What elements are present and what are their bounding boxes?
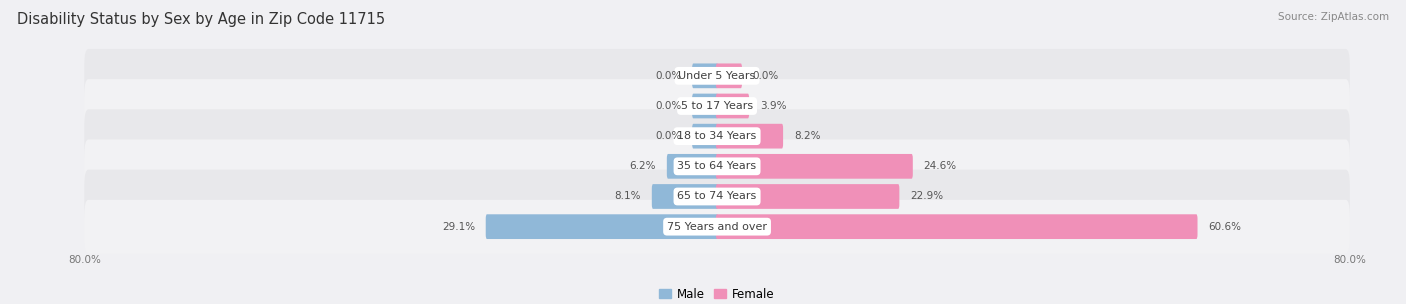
FancyBboxPatch shape: [716, 154, 912, 179]
FancyBboxPatch shape: [716, 94, 749, 118]
FancyBboxPatch shape: [84, 200, 1350, 254]
FancyBboxPatch shape: [485, 214, 718, 239]
Text: 60.6%: 60.6%: [1208, 222, 1241, 232]
Text: Under 5 Years: Under 5 Years: [679, 71, 755, 81]
Text: 65 to 74 Years: 65 to 74 Years: [678, 192, 756, 202]
FancyBboxPatch shape: [652, 184, 718, 209]
FancyBboxPatch shape: [716, 184, 900, 209]
Text: 0.0%: 0.0%: [752, 71, 779, 81]
Text: 24.6%: 24.6%: [924, 161, 956, 171]
Text: 0.0%: 0.0%: [655, 71, 682, 81]
Text: 8.1%: 8.1%: [614, 192, 641, 202]
Text: 5 to 17 Years: 5 to 17 Years: [681, 101, 754, 111]
FancyBboxPatch shape: [84, 170, 1350, 223]
Text: 18 to 34 Years: 18 to 34 Years: [678, 131, 756, 141]
Text: 35 to 64 Years: 35 to 64 Years: [678, 161, 756, 171]
Text: 0.0%: 0.0%: [655, 101, 682, 111]
FancyBboxPatch shape: [716, 64, 742, 88]
FancyBboxPatch shape: [84, 79, 1350, 133]
Text: 8.2%: 8.2%: [794, 131, 820, 141]
Text: 29.1%: 29.1%: [441, 222, 475, 232]
FancyBboxPatch shape: [692, 94, 718, 118]
FancyBboxPatch shape: [716, 124, 783, 149]
Text: 75 Years and over: 75 Years and over: [666, 222, 768, 232]
Text: 6.2%: 6.2%: [630, 161, 657, 171]
FancyBboxPatch shape: [84, 109, 1350, 163]
FancyBboxPatch shape: [692, 64, 718, 88]
FancyBboxPatch shape: [666, 154, 718, 179]
FancyBboxPatch shape: [84, 49, 1350, 103]
Text: 3.9%: 3.9%: [759, 101, 786, 111]
FancyBboxPatch shape: [84, 140, 1350, 193]
Text: 0.0%: 0.0%: [655, 131, 682, 141]
FancyBboxPatch shape: [716, 214, 1198, 239]
FancyBboxPatch shape: [692, 124, 718, 149]
Text: Disability Status by Sex by Age in Zip Code 11715: Disability Status by Sex by Age in Zip C…: [17, 12, 385, 27]
Text: 22.9%: 22.9%: [910, 192, 943, 202]
Legend: Male, Female: Male, Female: [655, 283, 779, 304]
Text: Source: ZipAtlas.com: Source: ZipAtlas.com: [1278, 12, 1389, 22]
